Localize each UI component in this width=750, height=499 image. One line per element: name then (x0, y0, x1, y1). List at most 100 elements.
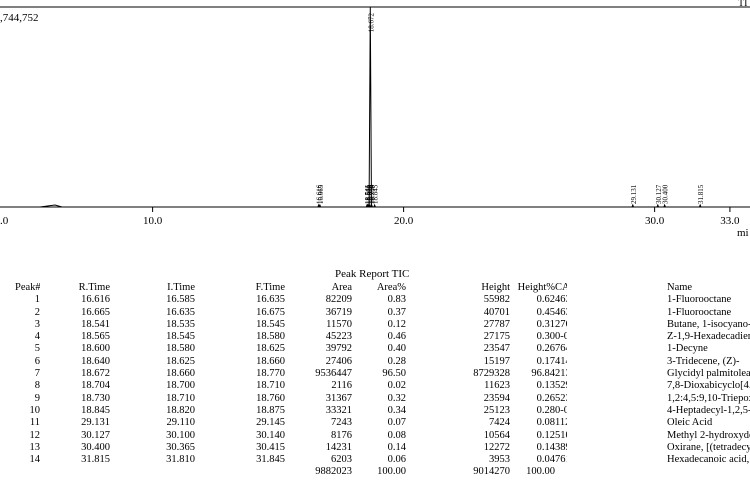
spacer-cell (567, 331, 667, 343)
cell-area: 11570 (326, 318, 352, 330)
cell-area: 9882023 (315, 466, 352, 478)
cell-cas-: 51067-85-7 (555, 429, 567, 441)
cell-area: 6203 (331, 454, 352, 466)
cell-peak-: 13 (29, 441, 41, 453)
peak-label-2: 16.665 (317, 184, 325, 204)
table-row: 7 18.672 18.660 18.770 9536447 96.50 8729328 96… (0, 368, 750, 380)
cell-cas-: 41446-53-1 (555, 355, 567, 367)
cell-height: 23594 (483, 392, 510, 404)
cell-r-time: 18.541 (81, 318, 110, 330)
spacer-cell (567, 442, 667, 454)
peak-14 (698, 203, 702, 208)
peak-2 (318, 203, 322, 208)
spacer-cell (0, 331, 15, 343)
cell-cas-: 761-35-3 (555, 454, 567, 466)
table-row: 3 18.541 18.535 18.545 11570 0.12 27787 0.31276… (0, 319, 750, 331)
cell-height: 27787 (483, 318, 510, 330)
cell-height: 8729328 (473, 368, 510, 380)
cell-peak-: 12 (29, 429, 41, 441)
spacer-cell (0, 380, 15, 392)
cell-height-: 0.08 (536, 417, 555, 429)
peak-label-5: 18.600 (365, 184, 373, 204)
cell-area-: 0.28 (387, 355, 406, 367)
cell-height-: 0.17 (536, 355, 555, 367)
cell-area: 31367 (325, 392, 352, 404)
x-tick-label: 30.0 (645, 215, 665, 227)
cell-area: 33321 (325, 404, 352, 416)
table-row: 14 31.815 31.810 31.845 6203 0.06 3953 0.04761-… (0, 454, 750, 466)
table-row: 8 18.704 18.700 18.710 2116 0.02 11623 0.135296… (0, 380, 750, 392)
cell-i-time: 30.365 (166, 441, 195, 453)
cell-name: Butane, 1-isocyano- (667, 318, 750, 330)
cell-f-time: 16.675 (256, 306, 285, 318)
col-header-area-: Area% (376, 282, 406, 293)
spacer-cell (0, 307, 15, 319)
cell-name: Oxirane, [(tetradecyloxy)meth (667, 441, 750, 453)
col-header-height: Height (481, 282, 510, 293)
peak-label-11: 29.131 (630, 184, 638, 204)
cell-area-: 0.06 (387, 454, 406, 466)
cell-cas-: 52965-57-8 (555, 380, 567, 392)
cell-area: 7243 (331, 417, 352, 429)
cell-f-time: 30.415 (256, 441, 285, 453)
cell-f-time: 18.875 (256, 404, 285, 416)
table-row: 10 18.845 18.820 18.875 33321 0.34 25123 0.28 0-… (0, 405, 750, 417)
cell-height: 10564 (483, 429, 510, 441)
table-row: 12 30.127 30.100 30.140 8176 0.08 10564 0.12510… (0, 430, 750, 442)
cell-r-time: 18.730 (81, 392, 110, 404)
cell-peak- (15, 466, 40, 478)
table-row: 5 18.600 18.580 18.625 39792 0.40 23547 0.26764… (0, 343, 750, 355)
spacer-cell (0, 343, 15, 355)
peak-label-8: 18.704 (368, 184, 376, 204)
col-header-cas-: CAS# (555, 282, 567, 293)
cell-height-: 0.14 (536, 441, 555, 453)
cell-height-: 0.04 (536, 454, 555, 466)
cell-peak-: 9 (34, 392, 40, 404)
cell-height-: 0.26 (536, 392, 555, 404)
peak-label-13: 30.400 (662, 184, 670, 204)
cell-cas-: 2769-64-4 (555, 318, 567, 330)
peak-label-12: 30.127 (655, 184, 663, 204)
cell-i-time: 30.100 (166, 429, 195, 441)
spacer-header (0, 282, 15, 294)
cell-area: 27406 (325, 355, 352, 367)
cell-i-time: 18.545 (166, 331, 195, 343)
peak-12 (656, 203, 660, 208)
totals-row: 9882023 100.00 9014270 100.00 (0, 466, 750, 478)
cell-f-time: 31.845 (256, 454, 285, 466)
chromatogram-header-right: TI (738, 0, 747, 9)
peak-13 (663, 203, 666, 208)
cell-height-: 0.62 (536, 294, 555, 306)
table-row: 11 29.131 29.110 29.145 7243 0.07 7424 0.08112-… (0, 417, 750, 429)
cell-height-: 100.00 (526, 466, 555, 478)
cell-height: 40701 (483, 306, 510, 318)
cell-i-time (110, 466, 195, 478)
col-header-area: Area (331, 282, 352, 293)
cell-f-time: 30.140 (256, 429, 285, 441)
cell-height: 55982 (483, 294, 510, 306)
x-tick-label: 10.0 (143, 215, 163, 227)
spacer-cell (0, 466, 15, 478)
spacer-header (567, 282, 667, 294)
cell-i-time: 31.810 (166, 454, 195, 466)
cell-height: 15197 (483, 355, 510, 367)
cell-r-time: 30.400 (81, 441, 110, 453)
cell-cas-: 463-11-6 (555, 306, 567, 318)
spacer-cell (0, 454, 15, 466)
spacer-cell (567, 343, 667, 355)
peak-label-6: 18.640 (366, 184, 374, 204)
peak-label-9: 18.730 (369, 184, 377, 204)
spacer-cell (0, 442, 15, 454)
cell-i-time: 18.820 (166, 404, 195, 416)
cell-area-: 0.02 (387, 380, 406, 392)
x-axis-unit: mi (737, 227, 749, 239)
spacer-cell (567, 393, 667, 405)
cell-peak-: 11 (29, 417, 40, 429)
spacer-cell (567, 405, 667, 417)
cell-name: 1,2:4,5:9,10-Triepoxydecane (667, 392, 750, 404)
cell-f-time: 18.625 (256, 343, 285, 355)
cell-name: 3-Tridecene, (Z)- (667, 355, 740, 367)
x-tick-label: 20.0 (394, 215, 414, 227)
col-header-f-time: F.Time (255, 282, 285, 293)
peak-report-table: Peak# R.Time I.Time F.Time Area Area% Height He… (0, 282, 750, 479)
